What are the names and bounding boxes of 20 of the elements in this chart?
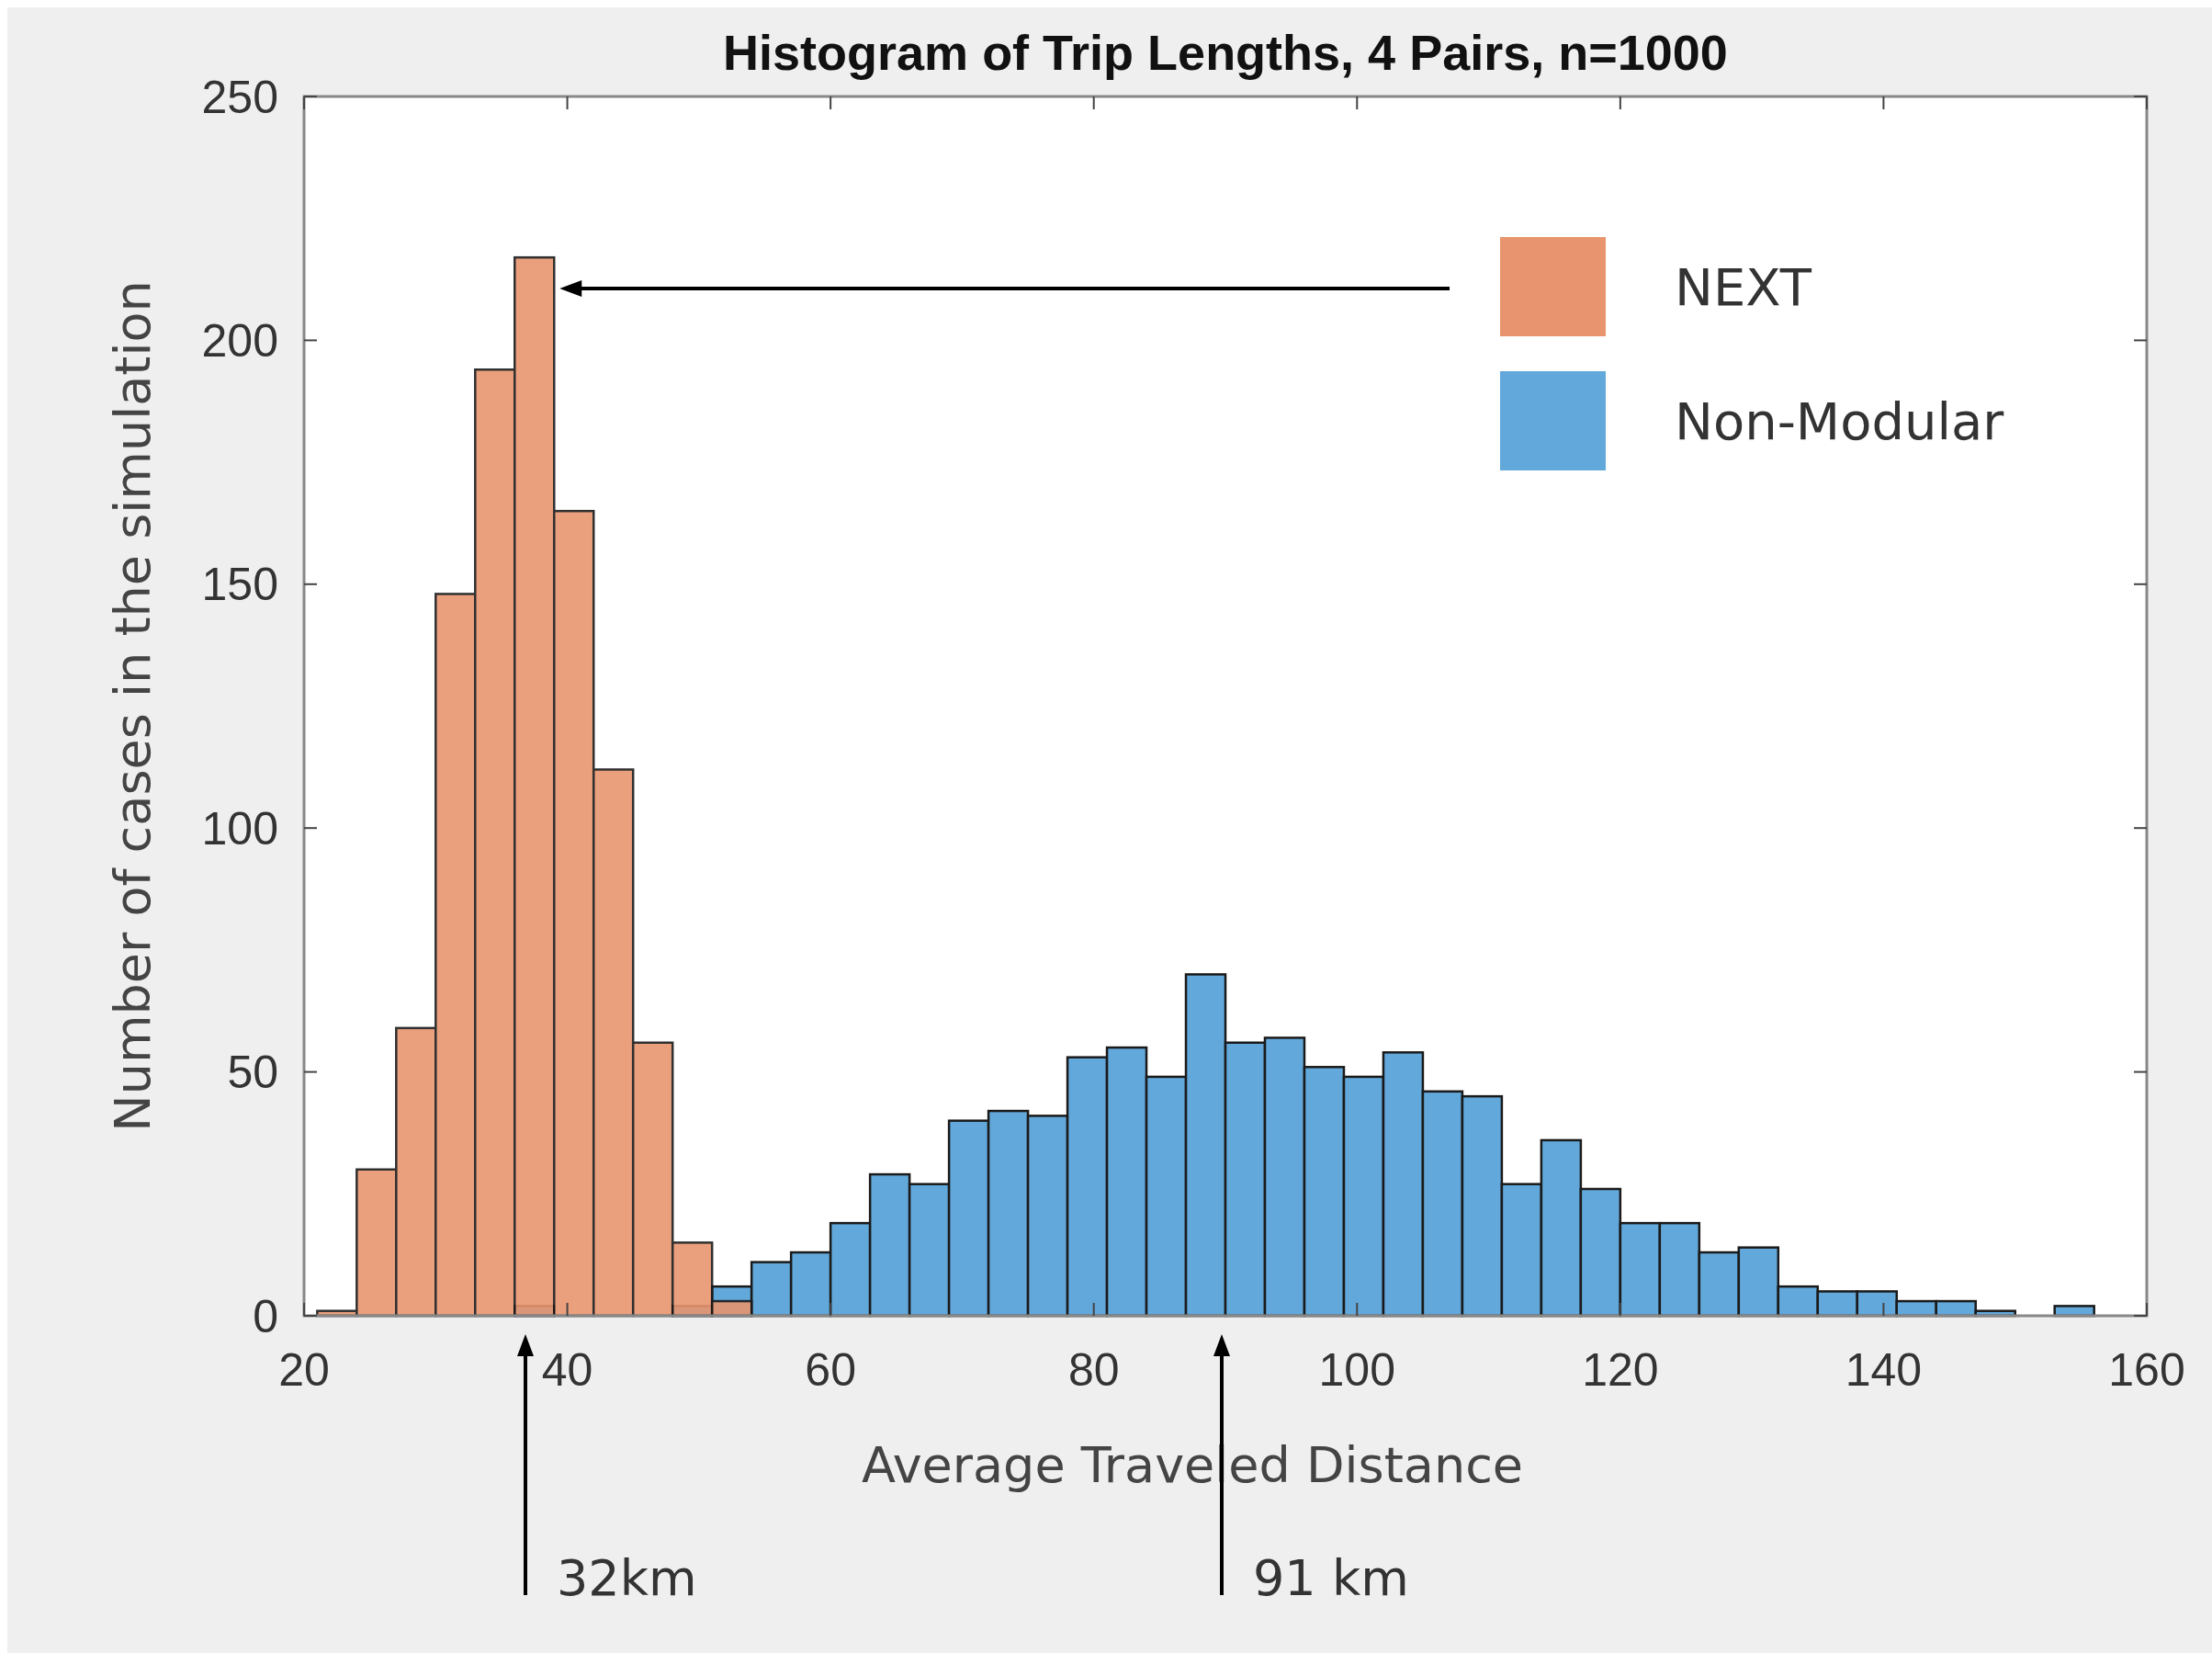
x-tick-label: 80	[1067, 1344, 1120, 1396]
y-axis-title: Number of cases in the simulation	[104, 280, 162, 1132]
y-tick-label: 100	[201, 802, 278, 855]
chart-title: Histogram of Trip Lengths, 4 Pairs, n=1000	[723, 25, 1728, 80]
y-tick-label: 200	[201, 314, 278, 367]
x-tick-label: 40	[541, 1344, 593, 1396]
x-tick-label: 60	[805, 1344, 856, 1396]
x-tick-label: 20	[278, 1344, 330, 1396]
x-tick-label: 100	[1318, 1344, 1395, 1396]
legend-label: Non-Modular	[1675, 391, 2005, 451]
x-tick-label: 120	[1582, 1344, 1659, 1396]
y-tick-label: 250	[201, 71, 278, 123]
y-tick-label: 0	[253, 1290, 278, 1342]
text: 32km	[557, 1549, 697, 1607]
y-tick-label: 150	[201, 559, 278, 611]
legend-label: NEXT	[1675, 256, 1812, 317]
x-tick-label: 140	[1845, 1344, 1923, 1396]
x-tick-label: 160	[2108, 1344, 2185, 1396]
text: 91 km	[1253, 1549, 1409, 1607]
y-tick-label: 50	[227, 1047, 278, 1099]
